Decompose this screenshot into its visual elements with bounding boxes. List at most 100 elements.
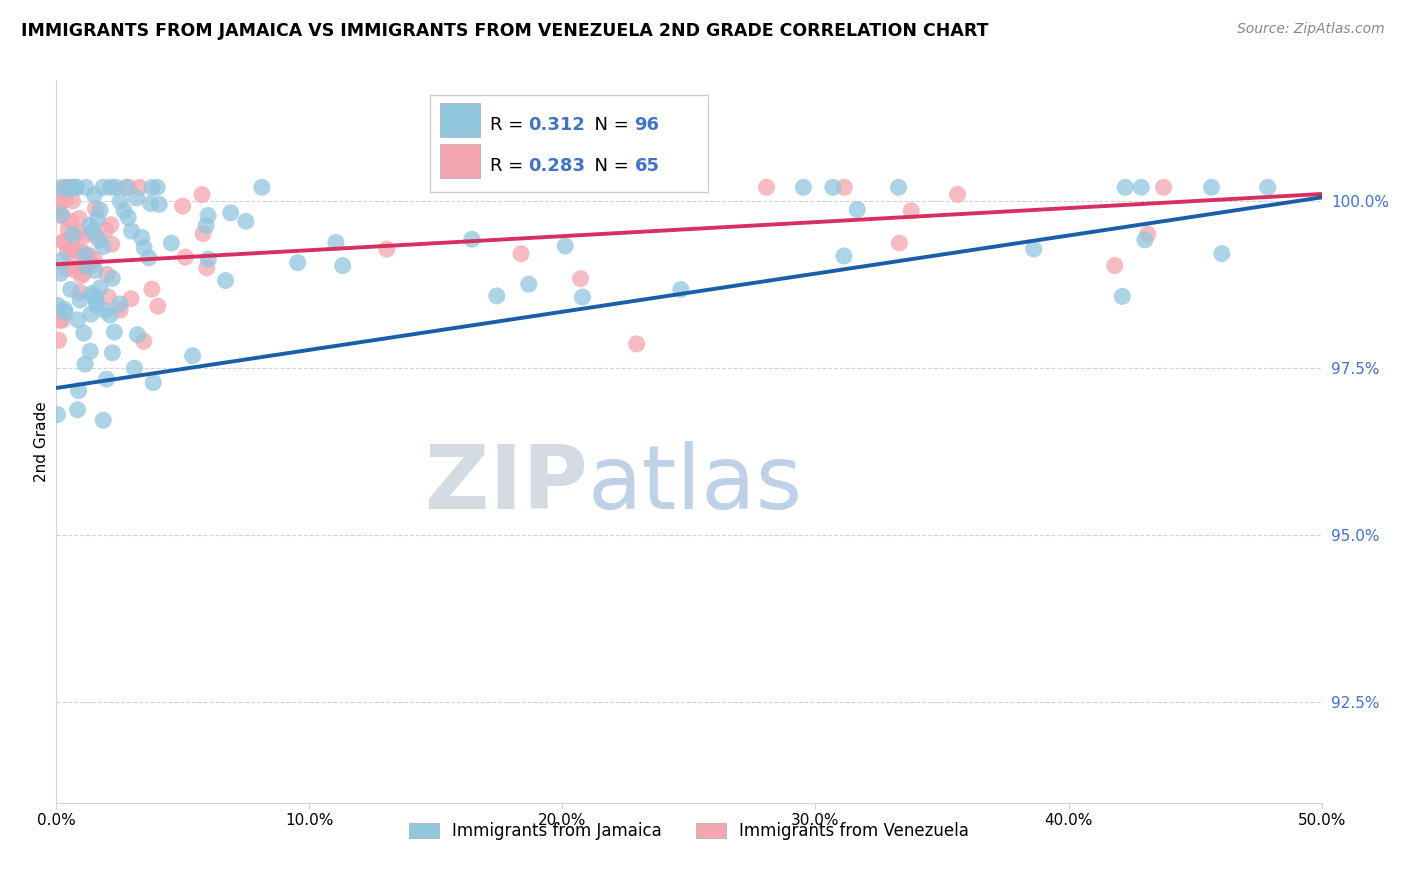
Point bbox=[1136, 227, 1159, 241]
Point bbox=[79, 219, 101, 233]
Point bbox=[63, 242, 86, 256]
Point bbox=[100, 218, 122, 232]
Point bbox=[172, 199, 194, 213]
Point bbox=[94, 303, 117, 318]
Point bbox=[138, 251, 160, 265]
Point bbox=[76, 259, 98, 273]
Point bbox=[77, 248, 100, 262]
Point bbox=[67, 384, 90, 398]
Point bbox=[174, 250, 197, 264]
Point bbox=[49, 180, 72, 194]
Point bbox=[128, 180, 150, 194]
Point bbox=[197, 252, 219, 266]
Point bbox=[91, 413, 114, 427]
Point bbox=[51, 208, 73, 222]
Point bbox=[46, 202, 69, 217]
Point bbox=[52, 235, 75, 250]
Point bbox=[1104, 259, 1126, 273]
Point bbox=[485, 289, 508, 303]
Point bbox=[108, 194, 131, 209]
Point bbox=[127, 327, 149, 342]
Point bbox=[59, 283, 82, 297]
Point bbox=[55, 261, 77, 276]
Text: IMMIGRANTS FROM JAMAICA VS IMMIGRANTS FROM VENEZUELA 2ND GRADE CORRELATION CHART: IMMIGRANTS FROM JAMAICA VS IMMIGRANTS FR… bbox=[21, 22, 988, 40]
Point bbox=[101, 346, 124, 360]
Point bbox=[141, 282, 163, 296]
Point bbox=[1130, 180, 1153, 194]
Point bbox=[139, 196, 162, 211]
Point bbox=[191, 187, 214, 202]
Point bbox=[86, 211, 108, 226]
Point bbox=[97, 290, 120, 304]
Point bbox=[66, 402, 89, 417]
Point bbox=[87, 233, 110, 247]
Point bbox=[79, 344, 101, 359]
Point bbox=[73, 326, 96, 340]
Point bbox=[332, 259, 354, 273]
Point bbox=[58, 182, 80, 196]
Point bbox=[325, 235, 347, 250]
Point bbox=[1211, 246, 1233, 260]
Y-axis label: 2nd Grade: 2nd Grade bbox=[34, 401, 49, 482]
Text: R =: R = bbox=[491, 156, 529, 175]
Point bbox=[900, 203, 922, 218]
Point bbox=[89, 281, 111, 295]
Point bbox=[104, 180, 127, 194]
Point bbox=[51, 313, 73, 327]
Point bbox=[101, 271, 124, 285]
Point bbox=[287, 255, 309, 269]
Point bbox=[117, 211, 139, 225]
Point bbox=[49, 195, 72, 210]
Point bbox=[1114, 180, 1136, 194]
Point bbox=[832, 249, 855, 263]
Point bbox=[1257, 180, 1279, 194]
Point bbox=[554, 239, 576, 253]
Point bbox=[94, 223, 117, 237]
Point bbox=[83, 187, 105, 202]
Point bbox=[132, 334, 155, 349]
Point bbox=[142, 376, 165, 390]
Point bbox=[82, 224, 104, 238]
Point bbox=[51, 252, 73, 267]
Point bbox=[195, 260, 218, 275]
Point bbox=[66, 180, 89, 194]
FancyBboxPatch shape bbox=[430, 95, 707, 193]
Point bbox=[80, 307, 103, 321]
Point bbox=[141, 180, 163, 194]
Point bbox=[72, 245, 94, 260]
Point bbox=[250, 180, 273, 194]
Point bbox=[59, 214, 82, 228]
Point bbox=[755, 180, 778, 194]
Point bbox=[235, 214, 257, 228]
Point bbox=[197, 209, 219, 223]
Point bbox=[55, 180, 77, 194]
Point bbox=[846, 202, 869, 217]
Point bbox=[75, 180, 97, 194]
Point bbox=[82, 258, 104, 272]
Point bbox=[160, 235, 183, 250]
Point bbox=[56, 245, 79, 260]
Point bbox=[53, 302, 76, 317]
Text: Source: ZipAtlas.com: Source: ZipAtlas.com bbox=[1237, 22, 1385, 37]
Point bbox=[80, 286, 103, 301]
Point bbox=[66, 313, 89, 327]
Point bbox=[1153, 180, 1175, 194]
Point bbox=[125, 191, 148, 205]
Point bbox=[73, 357, 96, 371]
Text: 96: 96 bbox=[634, 116, 659, 134]
Text: ZIP: ZIP bbox=[425, 442, 588, 528]
Point bbox=[84, 202, 107, 216]
Point bbox=[62, 194, 84, 208]
Point bbox=[77, 252, 100, 267]
Point bbox=[46, 408, 69, 422]
Point bbox=[51, 209, 73, 223]
Text: 0.312: 0.312 bbox=[529, 116, 585, 134]
Point bbox=[69, 285, 91, 300]
Point bbox=[100, 180, 122, 194]
Point bbox=[834, 180, 856, 194]
Point bbox=[117, 180, 139, 194]
Point bbox=[46, 298, 69, 312]
Point bbox=[67, 226, 90, 240]
Point bbox=[889, 235, 911, 250]
Point bbox=[48, 184, 70, 198]
